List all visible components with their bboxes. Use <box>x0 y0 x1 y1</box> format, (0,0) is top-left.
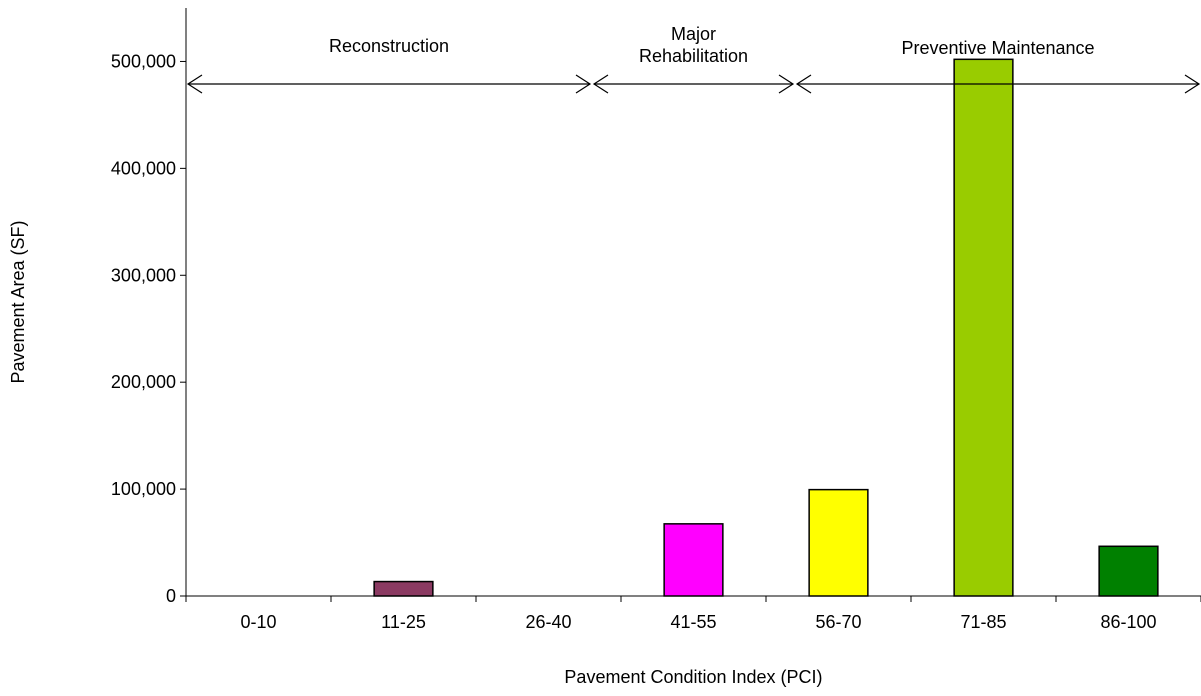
y-axis-title: Pavement Area (SF) <box>8 220 28 383</box>
y-tick-label: 300,000 <box>111 265 176 285</box>
band-label-preventive-maintenance: Preventive Maintenance <box>901 38 1094 58</box>
arrow-head <box>186 74 203 94</box>
bar-86-100 <box>1098 545 1159 597</box>
x-tick-label: 26-40 <box>525 612 571 632</box>
bars <box>373 58 1159 597</box>
bar-56-70 <box>808 488 869 597</box>
x-tick-label: 11-25 <box>381 612 426 632</box>
arrow-head <box>795 74 812 94</box>
y-tick-label: 400,000 <box>111 158 176 178</box>
y-tick-label: 200,000 <box>111 372 176 392</box>
band-label-reconstruction: Reconstruction <box>329 36 449 56</box>
arrow-head <box>1184 74 1201 94</box>
y-tick-label: 500,000 <box>111 51 176 71</box>
arrow-head <box>592 74 609 94</box>
y-ticks: 0 100,000 200,000 300,000 400,000 500,000 <box>111 51 186 606</box>
arrow-head <box>778 74 795 94</box>
band-label-major-rehabilitation: Rehabilitation <box>639 46 748 66</box>
x-tick-label: 0-10 <box>240 612 276 632</box>
x-tick-label: 41-55 <box>670 612 716 632</box>
y-tick-label: 100,000 <box>111 479 176 499</box>
arrow-head <box>575 74 592 94</box>
x-tick-label: 71-85 <box>960 612 1006 632</box>
bar-41-55 <box>663 523 724 597</box>
axes <box>185 8 1201 597</box>
x-tick-label: 56-70 <box>815 612 861 632</box>
y-tick-label: 0 <box>166 586 176 606</box>
bar-71-85 <box>953 58 1014 597</box>
x-axis-title: Pavement Condition Index (PCI) <box>564 667 822 687</box>
band-label-major-rehabilitation: Major <box>671 24 716 44</box>
x-tick-label: 86-100 <box>1100 612 1156 632</box>
x-ticks: 0-10 11-25 26-40 41-55 56-70 71-85 86-100 <box>185 596 1201 632</box>
bar-11-25 <box>373 580 434 597</box>
